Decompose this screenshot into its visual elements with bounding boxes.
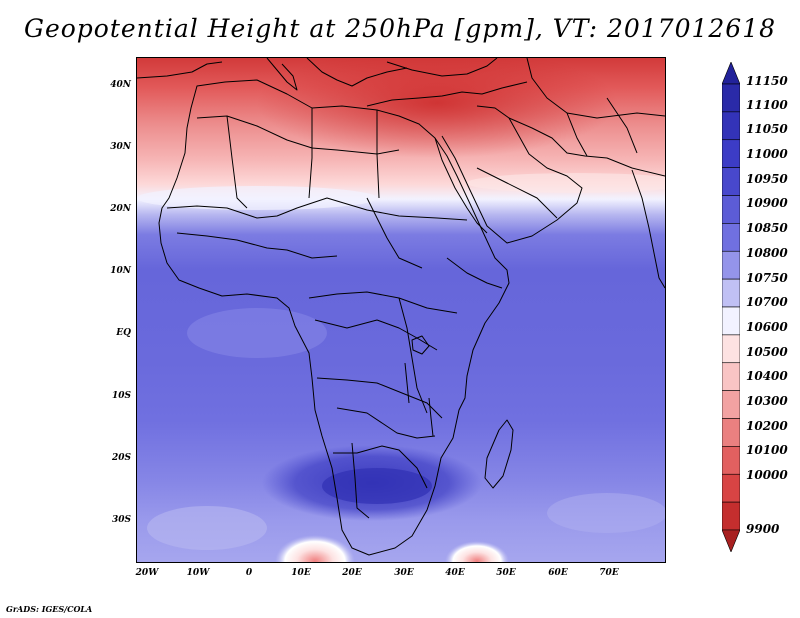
legend-label: 10600: [746, 320, 788, 334]
lon-tick-label: 50E: [496, 568, 516, 578]
balkans-coastline: [306, 58, 408, 87]
iberia-coastline: [137, 61, 223, 79]
legend-color-box: [722, 529, 740, 552]
legend-color-box: [722, 83, 740, 113]
legend-color-box: [722, 306, 740, 336]
trough-core: [322, 468, 432, 504]
legend-label: 10750: [746, 271, 788, 285]
anatolia-coastline: [366, 81, 528, 107]
border-horn: [446, 257, 503, 289]
legend-color-box: [722, 223, 740, 252]
legend-label: 10000: [746, 468, 788, 482]
border-sudan: [366, 197, 423, 269]
light-pocket-south-west: [147, 506, 267, 550]
legend-color-box: [722, 167, 740, 196]
legend-color-box: [722, 334, 740, 364]
lon-tick-label: 70E: [599, 568, 619, 578]
legend-color-box: [722, 446, 740, 475]
map-panel: [136, 57, 666, 563]
italy-coastline: [266, 58, 298, 91]
color-legend: [722, 62, 740, 552]
legend-color-box: [722, 473, 740, 503]
legend-label: 10200: [746, 419, 788, 433]
india-coastline: [631, 169, 665, 289]
border-saudi: [476, 167, 558, 219]
lake-victoria: [411, 335, 430, 355]
footer-credit: GrADS: IGES/COLA: [6, 604, 93, 614]
madagascar-coastline: [484, 419, 514, 489]
border-east-africa: [398, 297, 428, 414]
legend-label: 10300: [746, 394, 788, 408]
border-iran: [566, 112, 588, 157]
legend-label: 10400: [746, 369, 788, 383]
lon-tick-label: 30E: [394, 568, 414, 578]
coastlines-and-borders: [137, 58, 665, 556]
high-center-middle-east: [257, 58, 617, 158]
border-congo: [314, 319, 438, 351]
border-sahel: [166, 197, 468, 221]
lat-tick-label: 10N: [110, 266, 131, 276]
legend-label: 11100: [746, 98, 788, 112]
legend-label: 10900: [746, 196, 788, 210]
lon-tick-label: 10E: [291, 568, 311, 578]
border-vertical-egypt: [376, 110, 380, 199]
legend-label: 10800: [746, 246, 788, 260]
legend-label: 9900: [746, 522, 780, 536]
border-zambia-zimbabwe: [336, 407, 436, 439]
legend-label: 11000: [746, 147, 788, 161]
lon-tick-label: 20E: [342, 568, 362, 578]
legend-label: 10850: [746, 221, 788, 235]
legend-label: 10100: [746, 443, 788, 457]
lat-tick-label: 30S: [111, 515, 131, 525]
lon-tick-label: 20W: [135, 568, 159, 578]
high-pocket-atlantic: [187, 308, 327, 358]
legend-label: 11050: [746, 122, 788, 136]
legend-color-box: [722, 362, 740, 391]
legend-label: 11150: [746, 74, 788, 88]
lat-tick-label: 30N: [110, 142, 131, 152]
lat-tick-label: 20S: [111, 453, 131, 463]
legend-color-box: [722, 195, 740, 224]
lat-tick-label: 10S: [111, 391, 131, 401]
lake-tanganyika: [404, 362, 410, 404]
legend-color-box: [722, 418, 740, 447]
legend-label: 10500: [746, 345, 788, 359]
warm-anomaly-south-2: [445, 541, 509, 562]
lon-tick-label: 0: [245, 568, 253, 578]
border-vertical-libya: [308, 108, 313, 199]
persian-gulf-coastline: [508, 117, 665, 177]
lat-tick-label: EQ: [116, 328, 131, 338]
red-sea-coastline: [434, 137, 488, 234]
lat-tick-label: 20N: [110, 204, 131, 214]
legend-color-box: [722, 111, 740, 141]
border-sahara-north: [196, 115, 400, 155]
border-vertical-west: [226, 115, 248, 209]
lon-tick-label: 40E: [445, 568, 465, 578]
light-band-west-africa: [137, 186, 377, 210]
legend-color-box: [722, 62, 740, 85]
legend-label: 10950: [746, 172, 788, 186]
legend-color-box: [722, 278, 740, 308]
light-pocket-south-east: [547, 493, 665, 533]
lon-tick-label: 60E: [548, 568, 568, 578]
black-sea-coastline: [386, 58, 498, 77]
border-central-africa: [308, 291, 458, 314]
lat-tick-label: 40N: [110, 80, 131, 90]
border-namibia: [351, 442, 370, 519]
legend-color-box: [722, 250, 740, 280]
legend-color-box: [722, 390, 740, 419]
lake-malawi: [428, 397, 434, 437]
arabia-coastline: [441, 105, 583, 244]
chart-title: Geopotential Height at 250hPa [gpm], VT:…: [23, 14, 777, 43]
legend-color-box: [722, 139, 740, 168]
legend-label: 10700: [746, 295, 788, 309]
legend-color-box: [722, 501, 740, 531]
warm-anomaly-south-1: [275, 535, 355, 562]
border-afghanistan: [606, 97, 638, 154]
border-west-africa: [176, 232, 338, 259]
lon-tick-label: 10W: [186, 568, 210, 578]
